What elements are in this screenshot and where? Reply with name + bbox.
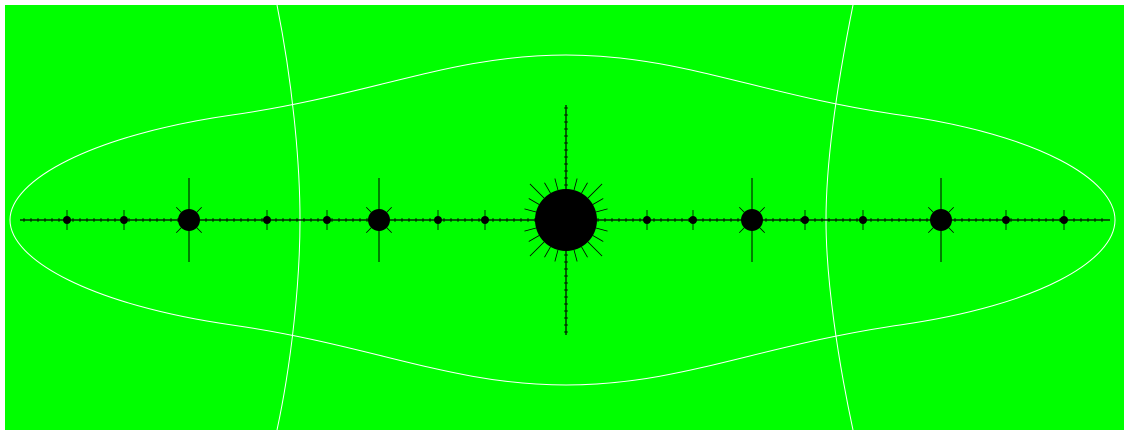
disk-spike bbox=[529, 183, 545, 199]
disk-spike bbox=[738, 206, 745, 213]
disk-spike bbox=[554, 178, 559, 191]
escape-contour bbox=[9, 54, 1116, 386]
julia-set bbox=[20, 105, 1110, 335]
disk-spike bbox=[175, 206, 182, 213]
disk-spike bbox=[587, 241, 603, 257]
disk-spike bbox=[573, 178, 578, 191]
disk-spike bbox=[581, 246, 588, 258]
disk-spike bbox=[528, 198, 540, 205]
disk-spike bbox=[581, 182, 588, 194]
disk-spike bbox=[948, 227, 955, 234]
disk-spike bbox=[544, 246, 551, 258]
disk-spike bbox=[587, 183, 603, 199]
disk-spike bbox=[365, 206, 372, 213]
disk-spike bbox=[927, 227, 934, 234]
disk-spike bbox=[573, 249, 578, 262]
disk-spike bbox=[592, 235, 604, 242]
disk-spike bbox=[595, 208, 608, 213]
disk-spike bbox=[595, 227, 608, 232]
disk-spike bbox=[196, 227, 203, 234]
disk-spike bbox=[529, 241, 545, 257]
disk-spike bbox=[175, 227, 182, 234]
disk-spike bbox=[524, 227, 537, 232]
disk-spike bbox=[592, 198, 604, 205]
disk-spike bbox=[386, 227, 393, 234]
disk-spike bbox=[528, 235, 540, 242]
disk-spike bbox=[738, 227, 745, 234]
disk-spike bbox=[948, 206, 955, 213]
main-disk bbox=[535, 189, 597, 251]
disk-spike bbox=[927, 206, 934, 213]
disk-spike bbox=[554, 249, 559, 262]
disk-spike bbox=[386, 206, 393, 213]
disk-spike bbox=[759, 206, 766, 213]
disk-spike bbox=[524, 208, 537, 213]
disk-spike bbox=[544, 182, 551, 194]
disk-spike bbox=[365, 227, 372, 234]
disk-spike bbox=[196, 206, 203, 213]
disk-spike bbox=[759, 227, 766, 234]
